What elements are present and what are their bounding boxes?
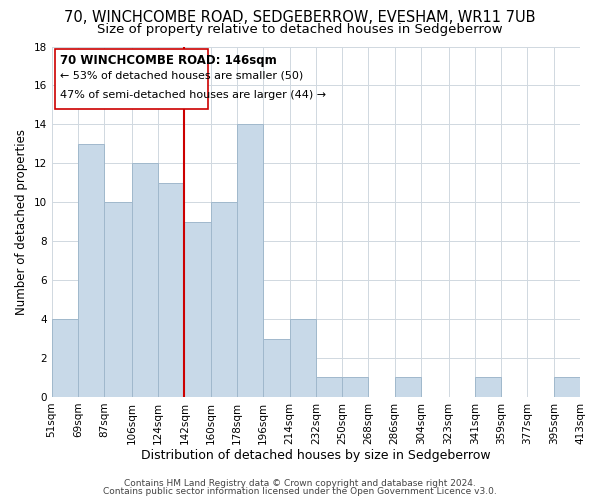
Bar (78, 144, 104, 397)
Bar (475, 378, 501, 397)
Text: 70 WINCHCOMBE ROAD: 146sqm: 70 WINCHCOMBE ROAD: 146sqm (60, 54, 277, 66)
Bar (342, 378, 368, 397)
X-axis label: Distribution of detached houses by size in Sedgeberrow: Distribution of detached houses by size … (141, 450, 491, 462)
Bar (211, 202, 237, 397)
Bar (104, 202, 132, 397)
Text: ← 53% of detached houses are smaller (50): ← 53% of detached houses are smaller (50… (60, 70, 303, 81)
Bar (132, 164, 158, 397)
Y-axis label: Number of detached properties: Number of detached properties (15, 128, 28, 314)
Bar (395, 378, 421, 397)
Text: Contains HM Land Registry data © Crown copyright and database right 2024.: Contains HM Land Registry data © Crown c… (124, 478, 476, 488)
Bar (158, 183, 184, 397)
Text: Contains public sector information licensed under the Open Government Licence v3: Contains public sector information licen… (103, 487, 497, 496)
Bar (316, 378, 342, 397)
Bar (263, 338, 290, 397)
Text: 47% of semi-detached houses are larger (44) →: 47% of semi-detached houses are larger (… (60, 90, 326, 100)
Bar (184, 222, 211, 397)
FancyBboxPatch shape (55, 50, 208, 109)
Bar (554, 378, 580, 397)
Text: 70, WINCHCOMBE ROAD, SEDGEBERROW, EVESHAM, WR11 7UB: 70, WINCHCOMBE ROAD, SEDGEBERROW, EVESHA… (64, 10, 536, 25)
Text: Size of property relative to detached houses in Sedgeberrow: Size of property relative to detached ho… (97, 22, 503, 36)
Bar (52, 319, 78, 397)
Bar (290, 319, 316, 397)
Bar (237, 124, 263, 397)
